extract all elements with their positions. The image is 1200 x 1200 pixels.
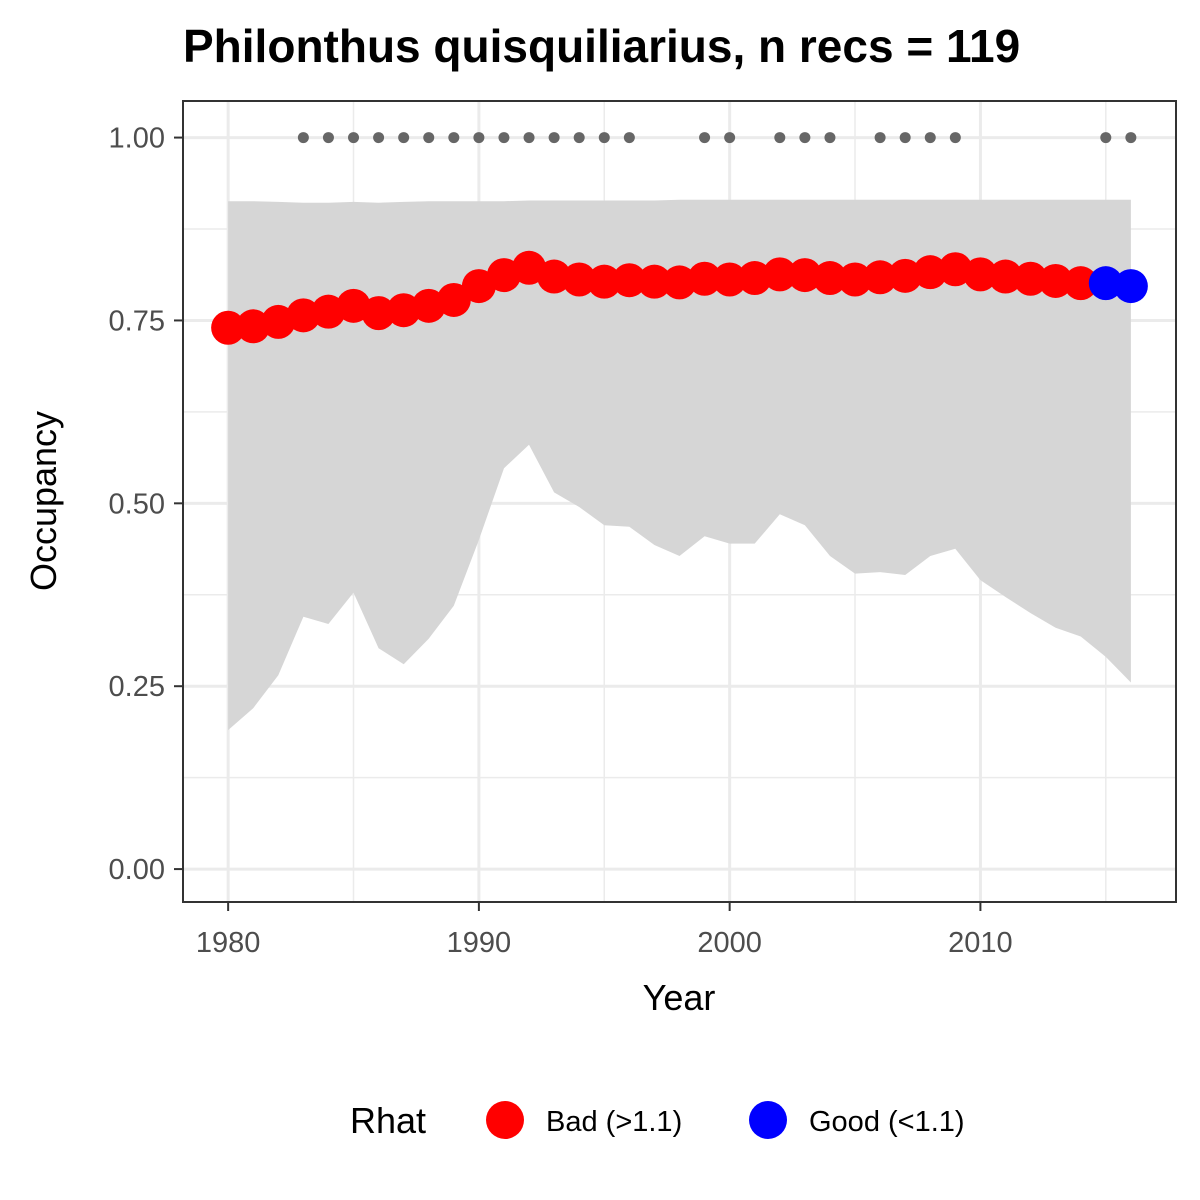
x-tick-label: 2010: [948, 927, 1013, 959]
occupancy-point-bad: [838, 262, 873, 297]
occupancy-point-bad: [913, 255, 948, 290]
occupancy-point-bad: [787, 258, 822, 293]
record-dot: [322, 132, 334, 144]
occupancy-point-bad: [436, 282, 471, 317]
occupancy-point-bad: [236, 309, 271, 344]
legend-entries: Bad (>1.1) Good (<1.1): [486, 1101, 965, 1139]
occupancy-point-bad: [762, 257, 797, 292]
occupancy-point-bad: [1013, 261, 1048, 296]
occupancy-point-bad: [211, 310, 246, 345]
y-tick-label: 0.75: [109, 305, 165, 337]
record-dot: [1100, 132, 1112, 144]
record-dot: [523, 132, 535, 144]
credible-interval-ribbon: [228, 199, 1131, 731]
legend-title: Rhat: [350, 1100, 426, 1141]
record-dot: [623, 132, 635, 144]
occupancy-point-bad: [988, 259, 1023, 294]
record-dot: [423, 132, 435, 144]
legend: Rhat Bad (>1.1) Good (<1.1): [350, 1100, 965, 1141]
record-dot: [548, 132, 560, 144]
record-dot: [448, 132, 460, 144]
y-axis: 0.00 0.25 0.50 0.75 1.00: [109, 123, 183, 886]
occupancy-point-bad: [662, 265, 697, 300]
legend-key-good: [749, 1101, 787, 1139]
occupancy-point-bad: [1063, 266, 1098, 301]
x-tick-label: 2000: [697, 927, 762, 959]
occupancy-points: [211, 250, 1148, 345]
legend-label-good: Good (<1.1): [809, 1106, 965, 1138]
record-dot: [498, 132, 510, 144]
record-dots: [297, 132, 1137, 144]
record-dot: [373, 132, 385, 144]
x-axis: 1980 1990 2000 2010: [196, 902, 1013, 959]
record-dot: [297, 132, 309, 144]
record-dot: [598, 132, 610, 144]
y-axis-title: Occupancy: [23, 411, 64, 591]
record-dot: [774, 132, 786, 144]
occupancy-point-bad: [863, 260, 898, 295]
x-tick-label: 1990: [447, 927, 512, 959]
y-tick-label: 0.25: [109, 671, 165, 703]
record-dot: [949, 132, 961, 144]
x-axis-title: Year: [643, 977, 716, 1018]
record-dot: [724, 132, 736, 144]
occupancy-point-bad: [386, 293, 421, 328]
record-dot: [899, 132, 911, 144]
record-dot: [924, 132, 936, 144]
chart-title: Philonthus quisquiliarius, n recs = 119: [183, 20, 1020, 72]
occupancy-point-bad: [612, 263, 647, 298]
occupancy-point-good: [1113, 269, 1148, 304]
occupancy-point-bad: [562, 262, 597, 297]
record-dot: [874, 132, 886, 144]
occupancy-point-bad: [537, 259, 572, 294]
y-tick-label: 0.00: [109, 854, 165, 886]
occupancy-point-bad: [812, 261, 847, 296]
occupancy-point-bad: [712, 262, 747, 297]
legend-label-bad: Bad (>1.1): [546, 1106, 682, 1138]
record-dot: [799, 132, 811, 144]
record-dot: [473, 132, 485, 144]
occupancy-point-good: [1088, 266, 1123, 301]
record-dot: [824, 132, 836, 144]
occupancy-point-bad: [637, 264, 672, 299]
occupancy-point-bad: [361, 296, 396, 331]
record-dot: [699, 132, 711, 144]
occupancy-point-bad: [687, 261, 722, 296]
y-tick-label: 1.00: [109, 123, 165, 155]
legend-key-bad: [486, 1101, 524, 1139]
panel-border: [182, 100, 1177, 903]
y-tick-label: 0.50: [109, 488, 165, 520]
occupancy-point-bad: [286, 298, 321, 333]
record-dot: [1125, 132, 1137, 144]
occupancy-point-bad: [737, 261, 772, 296]
occupancy-point-bad: [587, 264, 622, 299]
record-dot: [348, 132, 360, 144]
occupancy-point-bad: [963, 257, 998, 292]
x-tick-label: 1980: [196, 927, 261, 959]
occupancy-point-bad: [888, 258, 923, 293]
record-dot: [573, 132, 585, 144]
record-dot: [398, 132, 410, 144]
occupancy-point-bad: [1038, 263, 1073, 298]
